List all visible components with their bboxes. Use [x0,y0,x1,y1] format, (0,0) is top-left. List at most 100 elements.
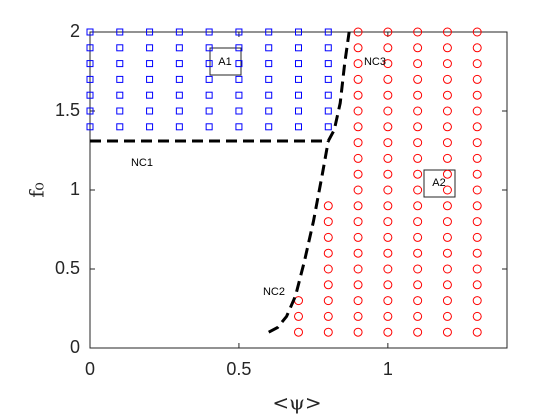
data-point [383,169,393,179]
data-point [413,169,423,179]
data-point [116,44,124,52]
data-point [472,217,482,227]
data-point [442,153,452,163]
data-point [413,264,423,274]
data-point [146,60,154,68]
data-point [265,123,273,131]
data-point [295,60,302,68]
data-point [324,123,332,131]
data-point [175,28,183,36]
data-point [383,59,393,69]
data-point [146,91,154,99]
data-point [383,153,393,163]
data-point [235,75,243,83]
data-point [86,44,94,52]
data-point [472,311,482,321]
data-point [472,296,482,306]
data-point [265,44,273,52]
data-point [413,217,423,227]
data-point [324,107,332,115]
data-point [442,311,452,321]
data-point [472,90,482,100]
data-point [146,28,154,36]
data-point [413,311,423,321]
data-point [353,232,363,242]
data-point [86,107,94,115]
data-point [205,107,213,115]
annotation-box [209,47,242,76]
data-point [86,28,94,36]
data-point [353,27,363,37]
data-point [175,60,183,68]
y-tick-label: 1 [70,179,80,199]
data-point [472,122,482,132]
data-point [116,60,124,68]
data-point [205,44,213,52]
data-point [295,28,302,36]
data-point [324,91,332,99]
data-point [86,123,94,131]
data-point [116,91,124,99]
data-point [413,43,423,53]
data-point [265,60,273,68]
y-axis-label: f₀ [25,182,49,197]
data-point [294,311,303,321]
data-point [472,232,482,242]
data-point [353,153,363,163]
data-point [324,44,332,52]
data-point [323,264,333,274]
data-point [413,74,423,84]
data-point [235,44,243,52]
data-point [413,59,423,69]
data-point [265,28,273,36]
data-point [413,280,423,290]
data-point [295,107,302,115]
data-point [472,280,482,290]
boundary-curve [90,31,351,143]
data-point [323,280,333,290]
data-point [383,280,393,290]
data-point [323,248,333,258]
annotation: NC1 [131,157,153,169]
data-point [116,107,124,115]
data-point [413,327,423,337]
data-point [353,248,363,258]
data-point [442,169,452,179]
data-point [413,153,423,163]
data-point [472,43,482,53]
data-point [235,123,243,131]
data-point [353,217,363,227]
data-point [353,185,363,195]
data-point [472,138,482,148]
data-point [295,123,302,131]
data-point [205,123,213,131]
data-point [442,90,452,100]
data-point [353,74,363,84]
data-point [353,296,363,306]
annotation-box [423,169,456,198]
data-point [383,217,393,227]
data-point [383,311,393,321]
y-tick-label: 0 [70,337,80,357]
data-point [323,296,333,306]
data-point [413,185,423,195]
data-point [472,185,482,195]
data-point [472,169,482,179]
data-point [146,123,154,131]
y-tick-label: 2 [70,21,80,41]
data-point [383,90,393,100]
data-point [383,296,393,306]
data-point [442,232,452,242]
data-point [442,74,452,84]
data-point [442,327,452,337]
data-point [116,28,124,36]
data-point [442,122,452,132]
annotation: A2 [432,177,445,189]
y-tick-label: 1.5 [55,100,80,120]
data-point [324,75,332,83]
data-point [175,44,183,52]
data-point [383,264,393,274]
data-point [146,44,154,52]
data-point [383,106,393,116]
